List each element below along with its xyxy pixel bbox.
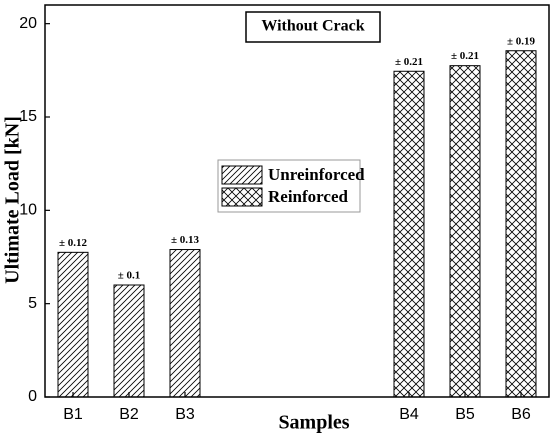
annotation: Without Crack bbox=[261, 18, 364, 35]
x-axis-label: Samples bbox=[278, 412, 349, 434]
bar bbox=[113, 284, 145, 398]
legend-swatch bbox=[221, 165, 263, 185]
bar bbox=[57, 251, 89, 398]
plot-frame bbox=[44, 4, 550, 398]
error-label: ± 0.19 bbox=[507, 35, 536, 47]
bar bbox=[449, 65, 481, 398]
x-tick-label: B3 bbox=[175, 406, 195, 423]
y-tick-label: 5 bbox=[28, 295, 37, 312]
x-tick-label: B4 bbox=[399, 406, 419, 423]
error-label: ± 0.21 bbox=[451, 50, 479, 62]
x-tick-label: B1 bbox=[63, 406, 83, 423]
error-label: ± 0.12 bbox=[59, 237, 88, 249]
y-tick-label: 10 bbox=[19, 202, 37, 219]
bar bbox=[505, 50, 537, 398]
legend-label: Reinforced bbox=[268, 187, 348, 206]
bar bbox=[169, 249, 201, 398]
annotation-box bbox=[245, 11, 381, 43]
x-tick-label: B5 bbox=[455, 406, 475, 423]
y-axis-label: Ultimate Load [kN] bbox=[2, 116, 24, 284]
error-label: ± 0.13 bbox=[171, 234, 200, 246]
y-tick-label: 20 bbox=[19, 15, 37, 32]
x-tick-label: B6 bbox=[511, 406, 531, 423]
error-label: ± 0.21 bbox=[395, 56, 423, 68]
bar bbox=[393, 70, 425, 398]
y-tick-label: 0 bbox=[28, 388, 37, 405]
x-tick-label: B2 bbox=[119, 406, 139, 423]
y-tick-label: 15 bbox=[19, 108, 37, 125]
error-label: ± 0.1 bbox=[118, 270, 141, 282]
legend-label: Unreinforced bbox=[268, 165, 365, 184]
legend-swatch bbox=[221, 187, 263, 207]
